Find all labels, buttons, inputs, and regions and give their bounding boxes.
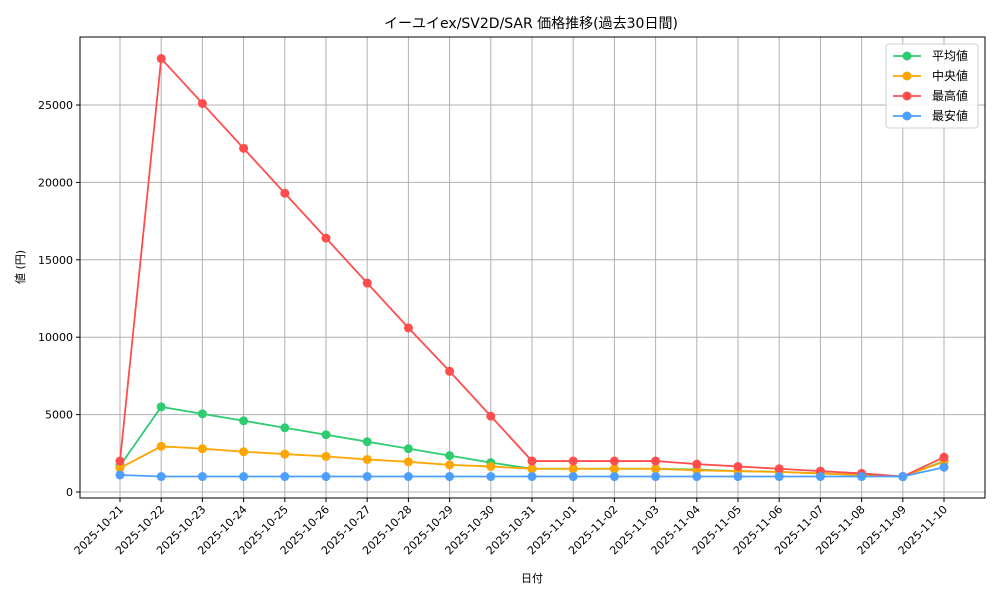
data-point (651, 456, 661, 466)
data-point (733, 461, 743, 471)
y-tick-label: 0 (66, 486, 73, 499)
x-axis-ticks: 2025-10-212025-10-222025-10-232025-10-24… (72, 498, 950, 557)
data-point (651, 464, 661, 474)
data-point (486, 411, 496, 421)
data-point (362, 454, 372, 464)
data-point (403, 472, 413, 482)
data-point (280, 188, 290, 198)
y-tick-label: 15000 (38, 254, 73, 267)
data-point (280, 472, 290, 482)
data-point (280, 423, 290, 433)
data-point (692, 459, 702, 469)
data-point (362, 437, 372, 447)
data-point (939, 452, 949, 462)
legend-label: 最高値 (932, 88, 968, 103)
data-point (403, 323, 413, 333)
legend-marker-icon (902, 91, 912, 101)
chart-title: イーユイex/SV2D/SAR 価格推移(過去30日間) (384, 16, 678, 32)
data-point (115, 463, 125, 473)
data-point (239, 472, 249, 482)
data-point (362, 472, 372, 482)
data-point (609, 464, 619, 474)
data-point (321, 233, 331, 243)
x-axis-label: 日付 (521, 572, 543, 585)
data-point (486, 472, 496, 482)
data-point (445, 460, 455, 470)
data-point (733, 472, 743, 482)
data-point (774, 472, 784, 482)
y-axis-ticks: 0 5000 10000 15000 20000 25000 (38, 99, 80, 499)
legend-marker-icon (902, 51, 912, 61)
data-point (445, 366, 455, 376)
data-point (197, 444, 207, 454)
data-point (197, 409, 207, 419)
data-point (403, 457, 413, 467)
legend-item: 中央値 (893, 68, 968, 83)
data-point (568, 472, 578, 482)
y-tick-label: 20000 (38, 176, 73, 189)
data-point (239, 447, 249, 457)
legend-item: 平均値 (893, 48, 968, 63)
data-point (156, 472, 166, 482)
data-point (527, 464, 537, 474)
legend-label: 最安値 (932, 108, 968, 123)
data-point (239, 416, 249, 426)
data-point (568, 464, 578, 474)
data-point (857, 472, 867, 482)
data-point (156, 54, 166, 64)
data-point (486, 461, 496, 471)
data-point (362, 278, 372, 288)
data-point (692, 472, 702, 482)
data-point (321, 451, 331, 461)
grid-lines (80, 37, 985, 498)
data-point (815, 472, 825, 482)
data-point (197, 98, 207, 108)
data-point (445, 451, 455, 461)
data-point (156, 441, 166, 451)
legend-item: 最高値 (893, 88, 968, 103)
data-point (774, 464, 784, 474)
data-point (939, 462, 949, 472)
data-point (898, 472, 908, 482)
legend-marker-icon (902, 111, 912, 121)
y-tick-label: 25000 (38, 99, 73, 112)
data-point (239, 143, 249, 153)
data-point (403, 444, 413, 454)
data-point (115, 470, 125, 480)
data-point (692, 465, 702, 475)
data-point (609, 472, 619, 482)
data-point (321, 472, 331, 482)
series-lines (115, 54, 949, 482)
data-point (651, 472, 661, 482)
data-point (527, 472, 537, 482)
y-tick-label: 5000 (45, 409, 73, 422)
y-axis-label: 値 (円) (14, 250, 27, 284)
y-tick-label: 10000 (38, 331, 73, 344)
data-point (568, 456, 578, 466)
data-point (321, 430, 331, 440)
legend-item: 最安値 (893, 108, 968, 123)
data-point (197, 472, 207, 482)
data-point (527, 456, 537, 466)
data-point (115, 456, 125, 466)
data-point (156, 402, 166, 412)
data-point (445, 472, 455, 482)
series-line (115, 462, 949, 482)
legend-label: 中央値 (932, 68, 968, 83)
data-point (609, 456, 619, 466)
data-point (280, 449, 290, 459)
legend-marker-icon (902, 71, 912, 81)
legend-label: 平均値 (932, 48, 968, 63)
